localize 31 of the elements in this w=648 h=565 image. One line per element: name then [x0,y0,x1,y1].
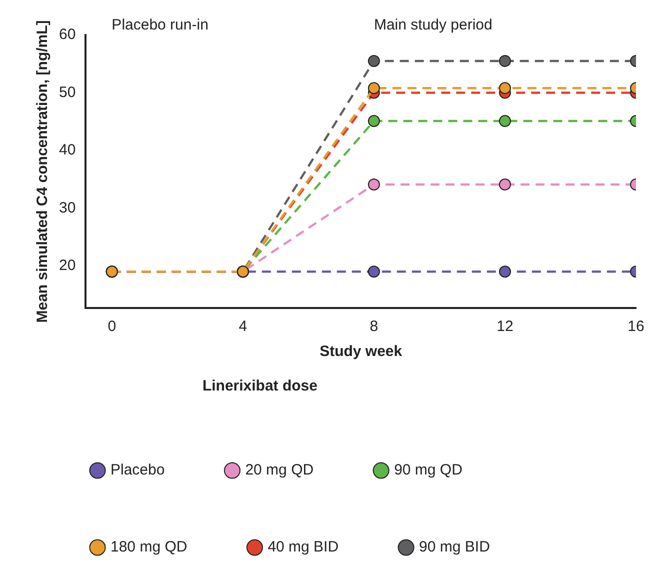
point [498,178,511,190]
legend-label: 90 mg QD [394,462,463,479]
y-tick-label: 20 [58,257,76,274]
point [368,54,380,67]
x-tick-label: 8 [370,318,378,336]
point [368,178,380,190]
legend-title: Linerixibat dose [202,378,318,395]
x-tick-label: 16 [628,318,644,336]
legend-label: 40 mg BID [268,538,339,556]
y-tick-label: 30 [58,199,76,216]
text: Main study period [374,16,492,34]
legend-label: Placebo [110,462,165,479]
y-tick-label: 40 [58,142,76,159]
point [368,266,380,278]
point [368,82,380,94]
x-tick-label: 0 [108,318,116,336]
x-tick-label: 4 [238,318,248,336]
legend-label: 20 mg QD [245,462,314,479]
legend-label: 90 mg BID [419,538,490,556]
point [498,82,511,94]
y-tick-label: 60 [58,26,76,44]
x-tick-label: 12 [496,318,514,336]
point [498,54,511,67]
legend-label: 180 mg QD [110,538,188,556]
text: Placebo run-in [112,16,208,34]
point [498,115,511,127]
y-tick-label: 50 [58,84,76,101]
point [368,115,380,127]
x-axis-title: Study week [320,343,403,360]
point [498,266,511,278]
y-axis-title: Mean simulated C4 concentration, [ng/mL] [34,20,52,323]
